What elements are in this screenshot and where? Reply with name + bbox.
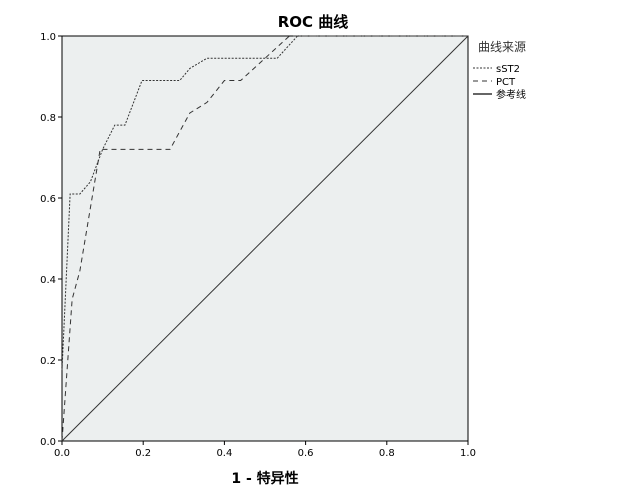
legend-entry: PCT <box>496 77 516 88</box>
legend-entry: sST2 <box>496 64 520 75</box>
y-tick-label: 0.8 <box>40 113 56 124</box>
y-tick-label: 0.4 <box>40 275 56 286</box>
chart-title: ROC 曲线 <box>278 13 349 31</box>
y-tick-label: 1.0 <box>40 32 56 43</box>
y-tick-label: 0.6 <box>40 194 56 205</box>
x-tick-label: 0.4 <box>216 448 232 459</box>
x-axis-label: 1 - 特异性 <box>231 470 298 487</box>
y-tick-label: 0.2 <box>40 356 56 367</box>
legend-entry: 参考线 <box>496 88 526 101</box>
series-line-sST2 <box>61 35 468 371</box>
x-tick-label: 1.0 <box>460 448 476 459</box>
x-tick-label: 0.8 <box>379 448 395 459</box>
legend-title: 曲线来源 <box>478 40 526 54</box>
x-tick-label: 0.6 <box>298 448 314 459</box>
series-line-PCT <box>61 35 468 442</box>
series-line-参考线 <box>61 35 469 442</box>
x-tick-label: 0.0 <box>54 448 70 459</box>
y-tick-label: 0.0 <box>40 437 56 448</box>
x-tick-label: 0.2 <box>135 448 151 459</box>
